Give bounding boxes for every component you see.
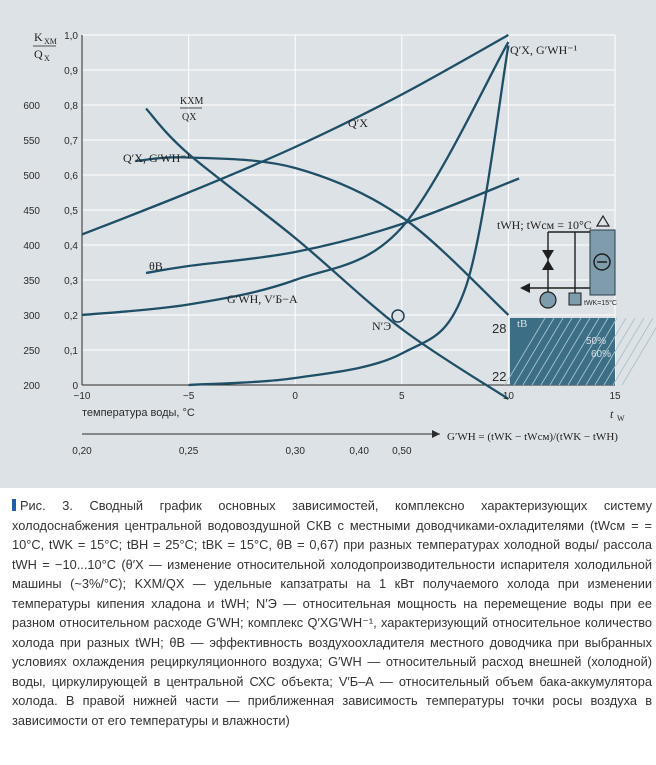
x-axis-label: температура воды, °C [82, 407, 195, 419]
triangle-icon [595, 214, 611, 227]
hatch-line [549, 317, 591, 386]
y-inner-tick-label: 0,9 [64, 66, 78, 77]
x-tick-label: −10 [74, 391, 91, 402]
tick-labels: −10 −5 0 5 10 15 0 0,1 0,2 0,3 0,4 0,5 0,6 0,7 0,8 0,9 1… [23, 31, 621, 402]
y-outer-tick-label: 200 [23, 381, 40, 392]
y-inner-tick-label: 0,8 [64, 101, 78, 112]
grid-lines [81, 34, 616, 386]
hatch-line [540, 317, 582, 386]
secondary-tick-label: 0,30 [285, 446, 305, 457]
secondary-tick-label: 0,40 [349, 446, 369, 457]
figure-caption: Рис. 3. Сводный график основных зависимо… [12, 496, 652, 730]
y-title-bottom: Q [34, 47, 43, 61]
y-outer-tick-label: 300 [23, 311, 40, 322]
inset-t-low: 22 [492, 369, 506, 384]
series-line-1 [135, 156, 510, 316]
y-outer-tick-label: 550 [23, 136, 40, 147]
hatch-line [513, 317, 555, 386]
y-left-title: K ХМ Q Х [33, 30, 57, 63]
hatch-line [567, 317, 609, 386]
label-theta: θВ [149, 259, 163, 273]
x-tick-label: −5 [183, 391, 195, 402]
inset-tb-label: tВ [517, 318, 527, 330]
inset-rh-60: 60% [591, 349, 611, 360]
label-k-den: QХ [182, 112, 197, 123]
valve-icon [542, 250, 554, 270]
x-tick-label: 5 [399, 391, 405, 402]
label-gwh: G′WH, V′Б−А [227, 292, 298, 306]
y-outer-tick-label: 350 [23, 276, 40, 287]
y-title-top-sub: ХМ [44, 37, 57, 46]
inset-rh-50: 50% [586, 336, 606, 347]
y-title-top: K [34, 30, 43, 44]
ne-marker [391, 309, 405, 323]
x-unit-symbol: t [610, 407, 614, 421]
secondary-ticks: 0,20 0,25 0,30 0,40 0,50 [72, 446, 412, 457]
x-tick-label: 0 [292, 391, 298, 402]
y-inner-tick-label: 0,5 [64, 206, 78, 217]
y-outer-tick-label: 600 [23, 101, 40, 112]
y-inner-tick-label: 0,2 [64, 311, 78, 322]
inset-t-label: tWH; tWсм = 10°C [497, 218, 592, 232]
series-line-2 [145, 107, 510, 400]
y-outer-tick-label: 450 [23, 206, 40, 217]
y-inner-tick-label: 0,7 [64, 136, 78, 147]
secondary-tick-label: 0,50 [392, 446, 412, 457]
label-k-num: KХМ [180, 96, 203, 107]
hatch-line [576, 317, 618, 386]
label-qx-g: Q′Х, G′WH⁻¹ [123, 151, 191, 165]
x-unit-sub: W [617, 414, 625, 423]
label-qx-g-top: Q′Х, G′WH⁻¹ [510, 43, 578, 57]
pump-icon [539, 291, 557, 309]
arrow-left-icon [520, 283, 530, 293]
caption-accent [12, 499, 16, 511]
secondary-tick-label: 0,25 [179, 446, 199, 457]
y-outer-tick-label: 250 [23, 346, 40, 357]
hatch-line [531, 317, 573, 386]
y-inner-tick-label: 0,3 [64, 276, 78, 287]
caption-text: Рис. 3. Сводный график основных зависимо… [12, 498, 652, 728]
series-line-4 [81, 41, 510, 317]
secondary-axis-label: G′WH = (tWK − tWсм)/(tWK − tWH) [447, 431, 618, 443]
secondary-tick-label: 0,20 [72, 446, 92, 457]
chart-svg: 28 22 50% 60% tВ tWK=15°C tWH; tWсм = 10… [23, 30, 656, 457]
hatch-line [603, 317, 645, 386]
hatch-line [558, 317, 600, 386]
label-qx: Q′Х [348, 116, 368, 130]
y-inner-tick-label: 0,4 [64, 241, 78, 252]
x-tick-label: 10 [503, 391, 515, 402]
hatch-line [594, 317, 636, 386]
y-outer-tick-label: 400 [23, 241, 40, 252]
inset-hatch [504, 317, 656, 386]
hatch-line [621, 327, 656, 386]
y-outer-tick-label: 500 [23, 171, 40, 182]
chart-figure: 28 22 50% 60% tВ tWK=15°C tWH; tWсм = 10… [0, 0, 656, 488]
hatch-line [612, 317, 654, 386]
x-tick-label: 15 [609, 391, 621, 402]
y-inner-tick-label: 0 [72, 381, 78, 392]
y-inner-tick-label: 0,1 [64, 346, 78, 357]
hatch-line [585, 317, 627, 386]
y-title-bottom-sub: Х [44, 54, 50, 63]
meter-icon [568, 292, 582, 306]
curves [81, 33, 520, 400]
label-ne: N′Э [372, 319, 391, 333]
series-line-5 [188, 45, 510, 387]
y-inner-tick-label: 1,0 [64, 31, 78, 42]
inset-t-high: 28 [492, 321, 506, 336]
dew-point-inset: 28 22 50% 60% tВ tWK=15°C tWH; tWсм = 10… [492, 214, 656, 386]
hatch-line [504, 317, 546, 386]
series-line-0 [81, 33, 509, 236]
y-inner-tick-label: 0,6 [64, 171, 78, 182]
series-line-3 [145, 177, 520, 275]
hatch-line [522, 317, 564, 386]
inset-twk-label: tWK=15°C [584, 299, 617, 307]
